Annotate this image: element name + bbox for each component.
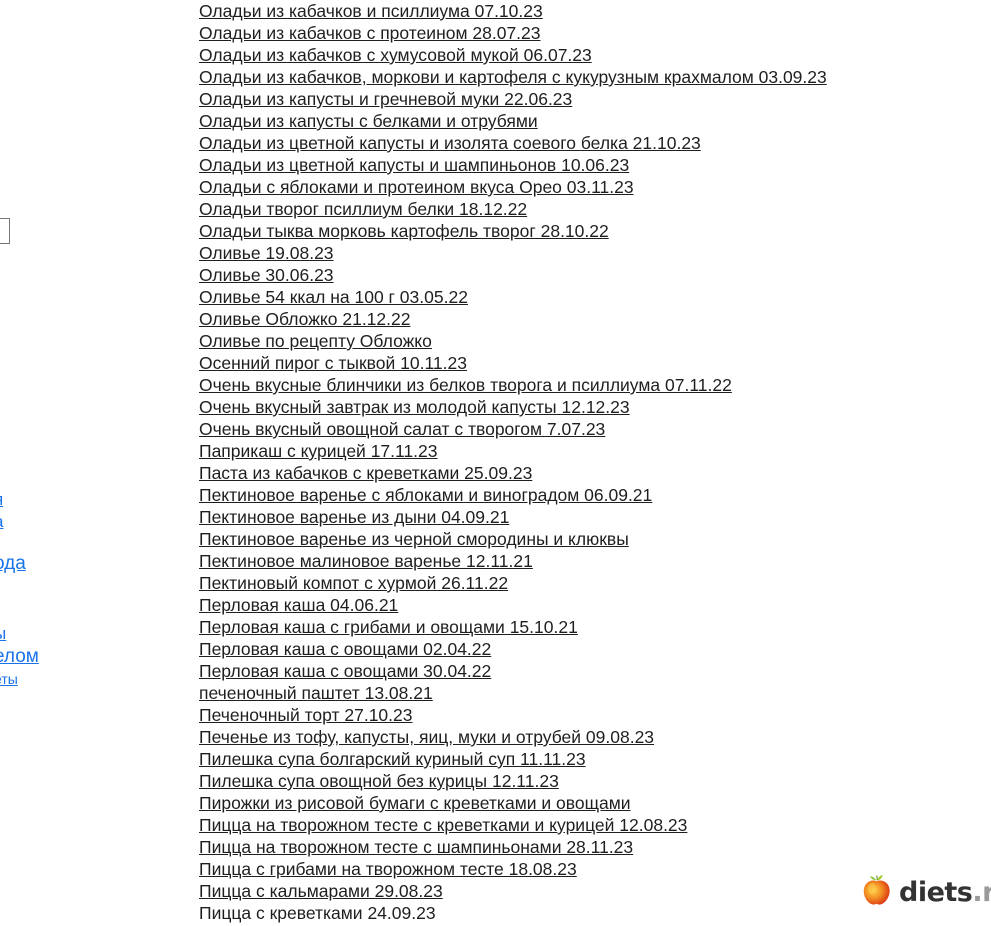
recipe-link[interactable]: Оладьи из цветной капусты и изолята соев… [199,133,701,153]
recipe-list-item: Оливье Обложко 21.12.22 [199,308,991,330]
recipe-list-item: Пицца с грибами на творожном тесте 18.08… [199,858,991,880]
recipe-list-item: Пектиновое варенье из дыни 04.09.21 [199,506,991,528]
recipe-link[interactable]: Паста из кабачков с креветками 25.09.23 [199,463,533,483]
recipe-list-item: Печенье из тофу, капусты, яиц, муки и от… [199,726,991,748]
recipe-list-item: Пилешка супа овощной без курицы 12.11.23 [199,770,991,792]
recipe-list-item: Перловая каша с грибами и овощами 15.10.… [199,616,991,638]
recipe-link[interactable]: Оладьи из кабачков и псиллиума 07.10.23 [199,1,543,21]
recipe-link[interactable]: Оладьи из цветной капусты и шампиньонов … [199,155,630,175]
recipe-list-item: Оладьи из кабачков и псиллиума 07.10.23 [199,0,991,22]
recipe-link[interactable]: Очень вкусные блинчики из белков творога… [199,375,732,395]
recipe-link[interactable]: Пицца на творожном тесте с шампиньонами … [199,837,634,857]
recipe-list-item: Пектиновое малиновое варенье 12.11.21 [199,550,991,572]
recipe-link[interactable]: Пектиновое варенье с яблоками и виноград… [199,485,653,505]
recipe-link[interactable]: Пицца с грибами на творожном тесте 18.08… [199,859,577,879]
recipe-link[interactable]: Пектиновое малиновое варенье 12.11.21 [199,551,533,571]
recipe-link[interactable]: Оладьи из капусты и гречневой муки 22.06… [199,89,573,109]
recipe-list-item: печеночный паштет 13.08.21 [199,682,991,704]
recipe-list-item: Паста из кабачков с креветками 25.09.23 [199,462,991,484]
recipe-list-item: Печеночный торт 27.10.23 [199,704,991,726]
recipe-list-item: Оладьи из кабачков с протеином 28.07.23 [199,22,991,44]
recipe-link[interactable]: Оливье 54 ккал на 100 г 03.05.22 [199,287,468,307]
recipe-list-item: Пирожки из рисовой бумаги с креветками и… [199,792,991,814]
sidebar-link-fragment[interactable]: а [0,512,3,532]
recipe-link[interactable]: Оливье Обложко 21.12.22 [199,309,411,329]
recipe-list-item: Оладьи из кабачков с хумусовой мукой 06.… [199,44,991,66]
recipe-list-item: Оливье 54 ккал на 100 г 03.05.22 [199,286,991,308]
recipe-link[interactable]: Печеночный торт 27.10.23 [199,705,413,725]
recipe-link[interactable]: Оладьи тыква морковь картофель творог 28… [199,221,609,241]
recipe-list-item: Оладьи творог псиллиум белки 18.12.22 [199,198,991,220]
recipe-list-item: Пицца с кальмарами 29.08.23 [199,880,991,902]
recipe-list-item: Оладьи с яблоками и протеином вкуса Орео… [199,176,991,198]
recipe-list-item: Оливье по рецепту Обложко [199,330,991,352]
recipe-link[interactable]: Пектиновый компот с хурмой 26.11.22 [199,573,509,593]
recipe-link[interactable]: Очень вкусный овощной салат с творогом 7… [199,419,606,439]
recipe-list-item: Оливье 19.08.23 [199,242,991,264]
recipe-link[interactable]: Пирожки из рисовой бумаги с креветками и… [199,793,631,813]
recipe-link[interactable]: Оладьи творог псиллиум белки 18.12.22 [199,199,528,219]
recipe-link[interactable]: Печенье из тофу, капусты, яиц, муки и от… [199,727,655,747]
recipe-list-item: Перловая каша 04.06.21 [199,594,991,616]
recipe-list-item: Пектиновое варенье с яблоками и виноград… [199,484,991,506]
recipe-link[interactable]: Пицца с кальмарами 29.08.23 [199,881,443,901]
recipe-link[interactable]: печеночный паштет 13.08.21 [199,683,433,703]
recipe-link[interactable]: Пектиновое варенье из дыни 04.09.21 [199,507,510,527]
recipe-link[interactable]: Пицца с креветками 24.09.23 [199,903,436,923]
recipe-link[interactable]: Перловая каша с овощами 30.04.22 [199,661,492,681]
recipe-link[interactable]: Оладьи из кабачков с протеином 28.07.23 [199,23,541,43]
recipe-list-item: Перловая каша с овощами 02.04.22 [199,638,991,660]
recipe-list-item: Пектиновый компот с хурмой 26.11.22 [199,572,991,594]
recipe-list-item: Осенний пирог с тыквой 10.11.23 [199,352,991,374]
recipe-link[interactable]: Оладьи из кабачков с хумусовой мукой 06.… [199,45,592,65]
recipe-link[interactable]: Оливье 30.06.23 [199,265,334,285]
recipe-link[interactable]: Пилешка супа болгарский куриный суп 11.1… [199,749,586,769]
recipe-list-item: Оладьи из цветной капусты и шампиньонов … [199,154,991,176]
recipe-list-item: Пектиновое варенье из черной смородины и… [199,528,991,550]
sidebar-link-fragment[interactable]: ы [0,624,7,643]
recipe-list-item: Оладьи тыква морковь картофель творог 28… [199,220,991,242]
recipe-link[interactable]: Оладьи из капусты с белками и отрубями [199,111,538,131]
recipe-link[interactable]: Оладьи из кабачков, моркови и картофеля … [199,67,827,87]
recipe-link[interactable]: Очень вкусный завтрак из молодой капусты… [199,397,630,417]
logo-name-text: diets [899,876,973,908]
recipe-link[interactable]: Перловая каша с грибами и овощами 15.10.… [199,617,578,637]
recipe-link[interactable]: Осенний пирог с тыквой 10.11.23 [199,353,467,373]
left-sidebar-rail: яа ода ы елом еты [0,0,180,917]
recipe-list-item: Оладьи из капусты с белками и отрубями [199,110,991,132]
recipe-link[interactable]: Перловая каша 04.06.21 [199,595,399,615]
sidebar-link-fragment[interactable]: ода [0,553,26,574]
recipe-link[interactable]: Перловая каша с овощами 02.04.22 [199,639,492,659]
recipe-link[interactable]: Пицца на творожном тесте с креветками и … [199,815,688,835]
recipe-link[interactable]: Пилешка супа овощной без курицы 12.11.23 [199,771,559,791]
recipe-list-item: Пицца на творожном тесте с креветками и … [199,814,991,836]
recipe-link[interactable]: Оливье по рецепту Обложко [199,331,432,351]
sidebar-link-fragment[interactable]: я [0,490,3,510]
recipe-list-item: Перловая каша с овощами 30.04.22 [199,660,991,682]
recipe-index-list: Оладьи из кабачков и псиллиума 07.10.23 О… [199,0,991,924]
recipe-list-item: Очень вкусные блинчики из белков творога… [199,374,991,396]
recipe-list-item: Пицца на творожном тесте с шампиньонами … [199,836,991,858]
recipe-link[interactable]: Паприкаш с курицей 17.11.23 [199,441,438,461]
recipe-link[interactable]: Оладьи с яблоками и протеином вкуса Орео… [199,177,634,197]
sidebar-link-fragment[interactable]: елом [0,646,39,667]
recipe-list-item: Оладьи из кабачков, моркови и картофеля … [199,66,991,88]
recipe-list-item: Паприкаш с курицей 17.11.23 [199,440,991,462]
recipe-link[interactable]: Пектиновое варенье из черной смородины и… [199,529,629,549]
recipe-list-item: Очень вкусный завтрак из молодой капусты… [199,396,991,418]
site-logo[interactable]: diets.ru [862,872,991,912]
recipe-link[interactable]: Оливье 19.08.23 [199,243,334,263]
recipe-list-item: Пилешка супа болгарский куриный суп 11.1… [199,748,991,770]
apple-logo-icon [862,874,892,911]
recipe-list-item: Оладьи из капусты и гречневой муки 22.06… [199,88,991,110]
search-input[interactable] [0,218,10,244]
site-logo-wordmark: diets.ru [899,879,991,906]
sidebar-link-fragment[interactable]: еты [0,671,18,687]
recipe-list-item: Очень вкусный овощной салат с творогом 7… [199,418,991,440]
recipe-list-item: Оладьи из цветной капусты и изолята соев… [199,132,991,154]
recipe-list-item: Оливье 30.06.23 [199,264,991,286]
logo-tld-text: .ru [972,876,991,908]
